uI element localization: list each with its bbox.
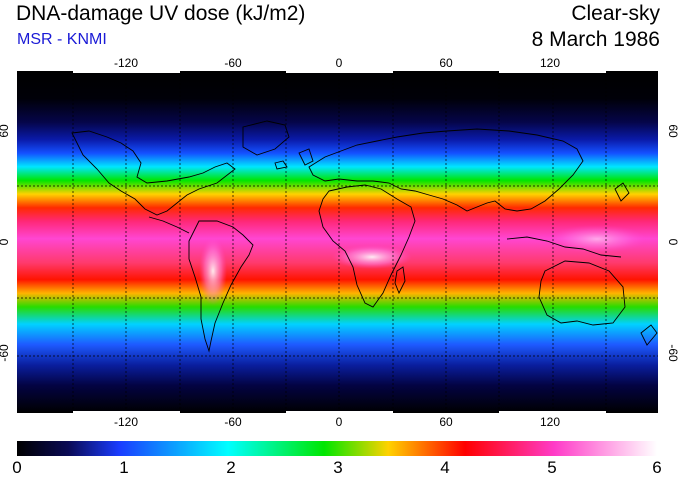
scale-label: 4 <box>440 458 450 477</box>
chart-title: DNA-damage UV dose (kJ/m2) <box>16 2 306 25</box>
andes-uv-maximum <box>199 237 227 305</box>
lon-tick-top: 120 <box>539 56 561 70</box>
color-scale-gradient <box>17 441 657 456</box>
lon-tick-top: -60 <box>224 56 242 70</box>
madagascar-coast <box>394 266 406 295</box>
lon-tick-bottom: 60 <box>439 415 453 429</box>
date-label: 8 March 1986 <box>531 28 660 51</box>
lon-tick-bottom: -120 <box>113 415 139 429</box>
sky-condition: Clear-sky <box>571 2 660 25</box>
scale-label: 5 <box>547 458 557 477</box>
north-america-coast <box>71 130 236 216</box>
coastlines <box>71 120 658 353</box>
scale-label: 2 <box>226 458 236 477</box>
africa-coast <box>318 184 416 308</box>
graticule <box>17 71 658 413</box>
frame-ticks <box>73 71 606 413</box>
australia-coast <box>538 260 626 326</box>
lat-tick-right: 60 <box>666 124 678 138</box>
lon-tick-top: -120 <box>113 56 139 70</box>
uv-dose-world-map <box>17 71 658 413</box>
indonesia-coast <box>506 236 622 258</box>
lat-tick-right: -60 <box>666 344 678 362</box>
lon-tick-bottom: 120 <box>539 415 561 429</box>
lat-tick-left: -60 <box>0 344 11 362</box>
central-america-coast <box>148 216 190 234</box>
eurasia-coast <box>308 128 584 212</box>
scale-label: 0 <box>12 458 22 477</box>
lat-tick-left: 60 <box>0 124 11 138</box>
lon-tick-bottom: 0 <box>335 415 343 429</box>
scale-label: 6 <box>652 458 662 477</box>
indonesia-uv-maximum <box>547 225 647 253</box>
lon-tick-top: 0 <box>335 56 343 70</box>
iceland-coast <box>274 160 288 170</box>
lon-tick-top: 60 <box>439 56 453 70</box>
lat-tick-left: 0 <box>0 239 11 246</box>
color-scale-bar <box>17 441 657 456</box>
scale-label: 1 <box>119 458 129 477</box>
lon-tick-bottom: -60 <box>224 415 242 429</box>
greenland-coast <box>242 120 290 156</box>
source-label: MSR - KNMI <box>17 31 107 48</box>
south-america-coast <box>188 220 254 353</box>
japan-coast <box>614 182 630 202</box>
lat-tick-right: 0 <box>666 239 678 246</box>
central-africa-uv-maximum <box>332 245 412 269</box>
new-zealand-coast <box>640 324 658 346</box>
uk-coast <box>298 148 314 166</box>
scale-label: 3 <box>333 458 343 477</box>
